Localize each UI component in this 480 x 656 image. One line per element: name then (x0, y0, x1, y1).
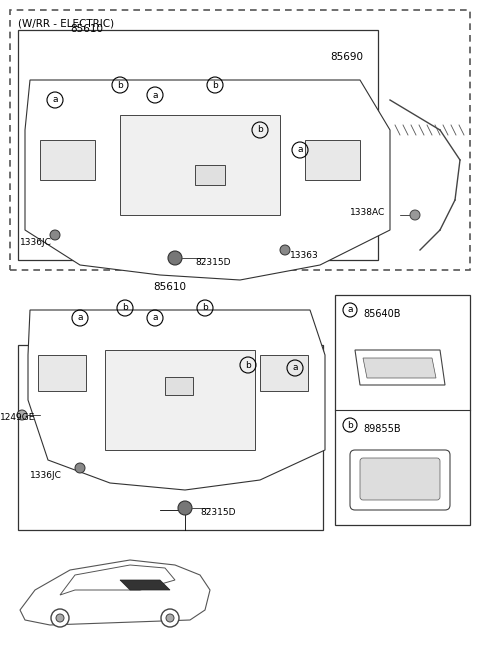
FancyBboxPatch shape (305, 140, 360, 180)
FancyBboxPatch shape (195, 165, 225, 185)
Polygon shape (120, 580, 170, 590)
FancyBboxPatch shape (105, 350, 255, 450)
Polygon shape (25, 80, 390, 280)
Text: b: b (347, 420, 353, 430)
Text: b: b (202, 304, 208, 312)
FancyBboxPatch shape (360, 458, 440, 500)
Text: 85610: 85610 (70, 24, 103, 34)
FancyBboxPatch shape (335, 295, 470, 525)
Text: b: b (122, 304, 128, 312)
Polygon shape (28, 310, 325, 490)
Text: 1336JC: 1336JC (20, 238, 52, 247)
Text: a: a (297, 146, 303, 155)
Text: 1336JC: 1336JC (30, 471, 62, 480)
Circle shape (50, 230, 60, 240)
Circle shape (280, 245, 290, 255)
Text: b: b (257, 125, 263, 134)
FancyBboxPatch shape (18, 345, 323, 530)
Text: 85610: 85610 (154, 282, 187, 292)
Text: b: b (117, 81, 123, 89)
Text: 82315D: 82315D (200, 508, 236, 517)
Text: 89855B: 89855B (363, 424, 401, 434)
Polygon shape (363, 358, 436, 378)
Circle shape (75, 463, 85, 473)
Circle shape (17, 410, 27, 420)
FancyBboxPatch shape (40, 140, 95, 180)
Text: 1338AC: 1338AC (350, 208, 385, 217)
Circle shape (161, 609, 179, 627)
Text: a: a (152, 314, 158, 323)
FancyBboxPatch shape (18, 30, 378, 260)
Text: 85640B: 85640B (363, 309, 400, 319)
FancyBboxPatch shape (165, 377, 193, 395)
Text: a: a (77, 314, 83, 323)
FancyBboxPatch shape (120, 115, 280, 215)
Polygon shape (20, 560, 210, 625)
Text: 1249GE: 1249GE (0, 413, 36, 422)
FancyBboxPatch shape (38, 355, 86, 391)
Circle shape (168, 251, 182, 265)
Text: a: a (347, 306, 353, 314)
Polygon shape (355, 350, 445, 385)
Text: a: a (52, 96, 58, 104)
Polygon shape (60, 565, 175, 595)
Text: (W/RR - ELECTRIC): (W/RR - ELECTRIC) (18, 18, 114, 28)
Text: a: a (152, 91, 158, 100)
Text: b: b (212, 81, 218, 89)
FancyBboxPatch shape (350, 450, 450, 510)
Text: 85690: 85690 (330, 52, 363, 62)
Circle shape (178, 501, 192, 515)
FancyBboxPatch shape (260, 355, 308, 391)
Circle shape (166, 614, 174, 622)
Text: a: a (292, 363, 298, 373)
Text: 13363: 13363 (290, 251, 319, 260)
Circle shape (410, 210, 420, 220)
Circle shape (56, 614, 64, 622)
Text: 82315D: 82315D (195, 258, 230, 267)
FancyBboxPatch shape (10, 10, 470, 270)
Text: b: b (245, 361, 251, 369)
Circle shape (51, 609, 69, 627)
